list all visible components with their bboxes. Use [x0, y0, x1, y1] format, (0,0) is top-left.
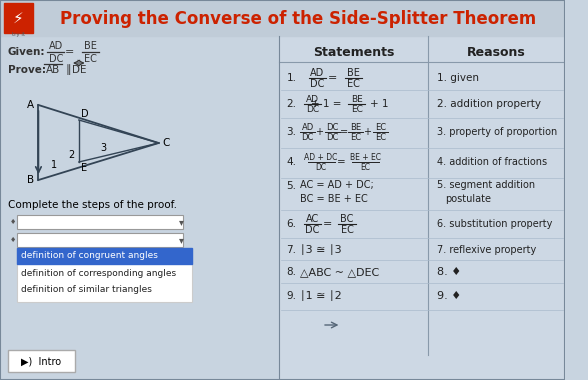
- Text: definition of similar triangles: definition of similar triangles: [21, 285, 152, 294]
- Text: BC: BC: [340, 214, 354, 224]
- Text: =: =: [340, 127, 348, 137]
- Text: DC: DC: [310, 79, 325, 89]
- Text: 6. substitution property: 6. substitution property: [437, 219, 553, 229]
- Text: DC: DC: [316, 163, 327, 173]
- Text: 9. ♦: 9. ♦: [437, 291, 462, 301]
- Text: + 1: + 1: [370, 99, 389, 109]
- Text: 1: 1: [51, 160, 57, 170]
- Text: ♦: ♦: [9, 237, 16, 243]
- Text: BE: BE: [348, 68, 360, 78]
- Text: B: B: [26, 175, 34, 185]
- Text: 7.: 7.: [286, 245, 296, 255]
- Text: 3: 3: [101, 143, 107, 153]
- Text: ♦: ♦: [9, 219, 16, 225]
- Text: AD: AD: [49, 41, 63, 51]
- Bar: [17, 248, 192, 264]
- Text: BE + EC: BE + EC: [350, 152, 381, 161]
- Text: definition of congruent angles: definition of congruent angles: [21, 252, 158, 261]
- Bar: [279, 36, 565, 380]
- Text: definition of corresponding angles: definition of corresponding angles: [21, 269, 176, 277]
- Text: + 1 =: + 1 =: [310, 99, 341, 109]
- Text: 5.: 5.: [286, 181, 296, 191]
- Text: Reasons: Reasons: [467, 46, 526, 59]
- Text: A: A: [26, 100, 34, 110]
- Text: ∣1 ≅ ∣2: ∣1 ≅ ∣2: [300, 291, 342, 301]
- Text: ⚡: ⚡: [13, 11, 24, 25]
- Text: BE: BE: [351, 95, 363, 103]
- Text: ∥: ∥: [65, 65, 71, 75]
- Text: AC = AD + DC;: AC = AD + DC;: [300, 180, 374, 190]
- Text: AD: AD: [306, 95, 319, 103]
- Bar: [17, 248, 192, 302]
- Text: try it: try it: [12, 32, 25, 37]
- Text: ▾: ▾: [179, 235, 183, 245]
- Text: ▶)  Intro: ▶) Intro: [21, 356, 61, 366]
- Text: DC: DC: [326, 133, 339, 141]
- Text: BE: BE: [84, 41, 97, 51]
- Text: +: +: [315, 127, 323, 137]
- Text: Given:: Given:: [8, 47, 45, 57]
- Text: AC: AC: [306, 214, 319, 224]
- Text: EC: EC: [84, 54, 97, 64]
- Bar: [17, 233, 183, 247]
- Text: EC: EC: [350, 133, 361, 141]
- Text: DC: DC: [302, 133, 314, 141]
- Text: AD + DC: AD + DC: [305, 152, 338, 161]
- Bar: [4, 3, 33, 33]
- Text: 1. given: 1. given: [437, 73, 479, 83]
- Text: ▾: ▾: [179, 217, 183, 227]
- Text: DC: DC: [305, 225, 320, 235]
- Text: Prove:: Prove:: [8, 65, 46, 75]
- Text: postulate: postulate: [445, 194, 491, 204]
- Text: DC: DC: [306, 106, 319, 114]
- Text: 5. segment addition: 5. segment addition: [437, 180, 536, 190]
- Text: AD: AD: [302, 124, 314, 133]
- Text: △ABC ~ △DEC: △ABC ~ △DEC: [300, 267, 379, 277]
- Text: BE: BE: [350, 124, 361, 133]
- Bar: [17, 215, 183, 229]
- Text: 2. addition property: 2. addition property: [437, 99, 542, 109]
- Text: 7. reflexive property: 7. reflexive property: [437, 245, 537, 255]
- Bar: [0, 0, 565, 36]
- Text: =: =: [337, 157, 346, 167]
- Text: D: D: [81, 109, 88, 119]
- Text: +: +: [363, 127, 371, 137]
- Text: DE: DE: [72, 65, 86, 75]
- Text: Proving the Converse of the Side-Splitter Theorem: Proving the Converse of the Side-Splitte…: [60, 10, 536, 28]
- Text: Complete the steps of the proof.: Complete the steps of the proof.: [8, 200, 176, 210]
- Text: AB: AB: [46, 65, 60, 75]
- Text: BC = BE + EC: BC = BE + EC: [300, 194, 368, 204]
- Bar: [0, 36, 279, 380]
- Text: 8. ♦: 8. ♦: [437, 267, 462, 277]
- Text: E: E: [81, 163, 87, 173]
- Text: 2.: 2.: [286, 99, 296, 109]
- Text: C: C: [162, 138, 170, 148]
- Text: EC: EC: [351, 106, 363, 114]
- Text: 9.: 9.: [286, 291, 296, 301]
- Text: 3. property of proportion: 3. property of proportion: [437, 127, 557, 137]
- Text: 6.: 6.: [286, 219, 296, 229]
- Text: DC: DC: [49, 54, 63, 64]
- Text: AD: AD: [310, 68, 325, 78]
- Text: =: =: [323, 219, 333, 229]
- Text: EC: EC: [375, 124, 386, 133]
- Text: EC: EC: [360, 163, 370, 173]
- Text: EC: EC: [340, 225, 353, 235]
- Bar: [8, 350, 75, 372]
- Text: 4. addition of fractions: 4. addition of fractions: [437, 157, 547, 167]
- Text: 2: 2: [68, 150, 74, 160]
- Text: 1.: 1.: [286, 73, 296, 83]
- Text: ∣3 ≅ ∣3: ∣3 ≅ ∣3: [300, 245, 342, 255]
- Text: 3.: 3.: [286, 127, 296, 137]
- Text: EC: EC: [375, 133, 386, 141]
- Text: 8.: 8.: [286, 267, 296, 277]
- Text: EC: EC: [348, 79, 360, 89]
- Text: Statements: Statements: [313, 46, 394, 59]
- Text: DC: DC: [326, 124, 339, 133]
- Text: 4.: 4.: [286, 157, 296, 167]
- Text: =: =: [328, 73, 338, 83]
- Text: =: =: [65, 47, 74, 57]
